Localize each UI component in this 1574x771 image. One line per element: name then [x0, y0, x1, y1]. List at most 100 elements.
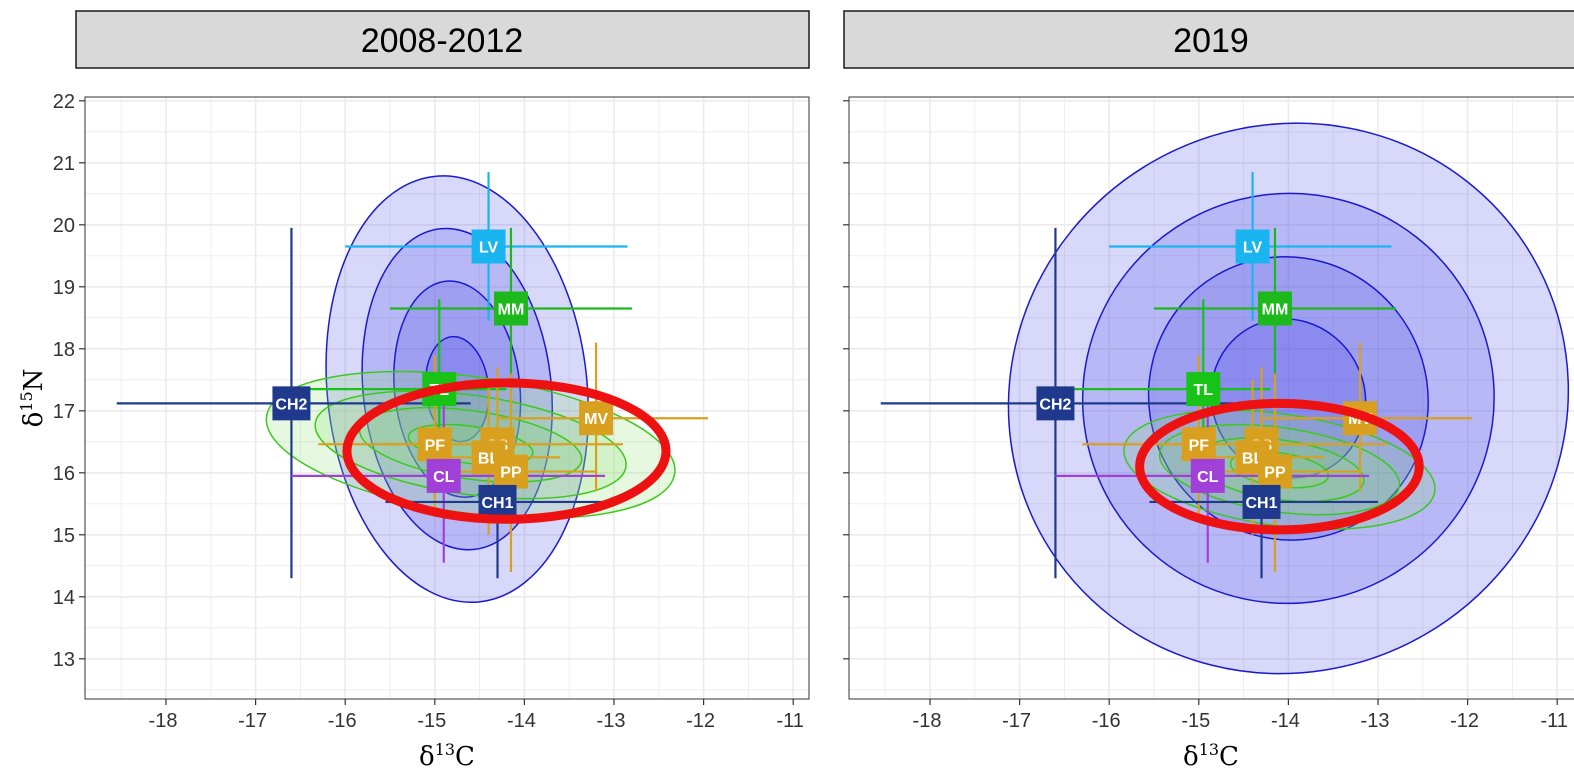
- source-label: CL: [433, 469, 455, 486]
- panel-strip: [75, 10, 810, 69]
- source-label: TL: [1194, 382, 1214, 399]
- source-marker-box: [471, 229, 506, 264]
- source-label: CH1: [1246, 495, 1278, 512]
- source-marker-box: [1181, 427, 1216, 462]
- y-tick-label: 22: [53, 91, 75, 113]
- source-label: CH2: [1039, 396, 1071, 413]
- x-axis-title: δ13C: [1183, 740, 1239, 771]
- x-tick-label: -17: [1002, 710, 1031, 732]
- source-label: PF: [1189, 437, 1210, 454]
- y-tick-label: 18: [53, 339, 75, 361]
- panel-2019: 2019 LVMMTLCH2MVPFSSBLPPCLCH1 -18-17-16-…: [843, 10, 1574, 771]
- y-axis-title-element: N: [19, 369, 49, 392]
- source-label: CL: [1197, 469, 1219, 486]
- x-axis-title-element: C: [455, 742, 475, 771]
- x-tick-label: -17: [238, 710, 267, 732]
- source-marker-box: [478, 484, 517, 519]
- source-marker-pp: PP: [493, 454, 528, 489]
- source-marker-box: [493, 454, 528, 489]
- source-label-layer: LVMMTLCH2MVPFSSBLPPCLCH1: [272, 229, 614, 519]
- x-tick-label: -11: [776, 710, 803, 732]
- source-marker-mm: MM: [493, 291, 528, 326]
- source-label: PF: [425, 437, 446, 454]
- y-axis-ticks: [843, 100, 849, 660]
- source-label: CH2: [275, 396, 307, 413]
- x-tick-label: -18: [149, 710, 178, 732]
- y-tick-label: 16: [53, 463, 75, 485]
- source-marker-box: [426, 458, 461, 493]
- panel-title: 2019: [1173, 22, 1249, 60]
- y-axis-title-mass: 15: [17, 391, 36, 411]
- x-axis-title-mass: 13: [1199, 740, 1219, 759]
- source-label: CH1: [482, 495, 514, 512]
- source-label: PP: [1264, 465, 1286, 482]
- source-marker-ch2: CH2: [272, 386, 311, 421]
- source-marker-cl: CL: [1190, 458, 1225, 493]
- source-marker-box: [1242, 484, 1281, 519]
- y-tick-label: 13: [53, 649, 75, 671]
- panel-2008-2012: 2008-2012 LVMMTLCH2MVPFSSBLPPCLCH1 -18-1…: [17, 10, 810, 771]
- source-marker-box: [1186, 372, 1221, 407]
- source-label: MV: [584, 411, 608, 428]
- y-tick-label: 15: [53, 525, 75, 547]
- source-marker-mm: MM: [1257, 291, 1292, 326]
- x-axis-ticks: -18 -17 -16 -15 -14 -13 -12 -11: [149, 699, 804, 732]
- plot-frame: [848, 96, 1574, 700]
- source-marker-pp: PP: [1257, 454, 1292, 489]
- source-marker-box: [1036, 386, 1075, 421]
- y-axis-ticks: 13 14 15 16 17 18 19 20 21 22: [53, 91, 85, 671]
- source-marker-pf: PF: [1181, 427, 1216, 462]
- x-axis-ticks: -18 -17 -16 -15 -14 -13 -12 -11: [913, 699, 1568, 732]
- x-tick-label: -11: [1540, 710, 1567, 732]
- x-tick-label: -12: [686, 710, 715, 732]
- panel-title: 2008-2012: [361, 22, 524, 60]
- x-tick-label: -16: [1092, 710, 1121, 732]
- x-tick-label: -13: [597, 710, 626, 732]
- y-tick-label: 20: [53, 215, 75, 237]
- source-marker-box: [1257, 291, 1292, 326]
- source-marker-box: [417, 427, 452, 462]
- highlight-ellipse: [342, 378, 671, 524]
- source-marker-ch1: CH1: [1242, 484, 1281, 519]
- y-tick-label: 14: [53, 587, 75, 609]
- x-axis-title-mass: 13: [435, 740, 455, 759]
- highlight-layer: [1135, 398, 1424, 535]
- highlight-ellipse: [1135, 398, 1424, 535]
- panel-strip: [843, 10, 1574, 69]
- y-tick-label: 21: [53, 153, 75, 175]
- source-marker-box: [1235, 229, 1270, 264]
- source-marker-lv: LV: [1235, 229, 1270, 264]
- source-marker-tl: TL: [1186, 372, 1221, 407]
- source-label: MM: [1262, 302, 1289, 319]
- source-marker-pf: PF: [417, 427, 452, 462]
- source-label: LV: [1243, 240, 1263, 257]
- source-marker-mv: MV: [579, 401, 614, 436]
- y-tick-label: 19: [53, 277, 75, 299]
- x-tick-label: -18: [913, 710, 942, 732]
- x-axis-title: δ13C: [419, 740, 475, 771]
- highlight-layer: [342, 378, 671, 524]
- source-marker-box: [272, 386, 311, 421]
- source-marker-cl: CL: [426, 458, 461, 493]
- y-axis-title-symbol: δ: [19, 412, 49, 428]
- x-tick-label: -15: [417, 710, 446, 732]
- source-label: PP: [500, 465, 522, 482]
- isotope-niche-ellipse: [1007, 122, 1570, 675]
- source-marker-lv: LV: [471, 229, 506, 264]
- x-axis-title-element: C: [1219, 742, 1239, 771]
- source-label: LV: [479, 240, 499, 257]
- x-axis-title-symbol: δ: [1183, 742, 1199, 771]
- x-tick-label: -14: [1271, 710, 1300, 732]
- source-marker-box: [1190, 458, 1225, 493]
- source-marker-box: [493, 291, 528, 326]
- x-axis-title-symbol: δ: [419, 742, 435, 771]
- source-label: MM: [498, 302, 525, 319]
- plot-frame: [84, 96, 810, 700]
- y-tick-label: 17: [53, 401, 75, 423]
- x-tick-label: -13: [1361, 710, 1390, 732]
- source-marker-ch1: CH1: [478, 484, 517, 519]
- x-tick-label: -12: [1450, 710, 1479, 732]
- source-marker-ch2: CH2: [1036, 386, 1075, 421]
- source-marker-box: [1257, 454, 1292, 489]
